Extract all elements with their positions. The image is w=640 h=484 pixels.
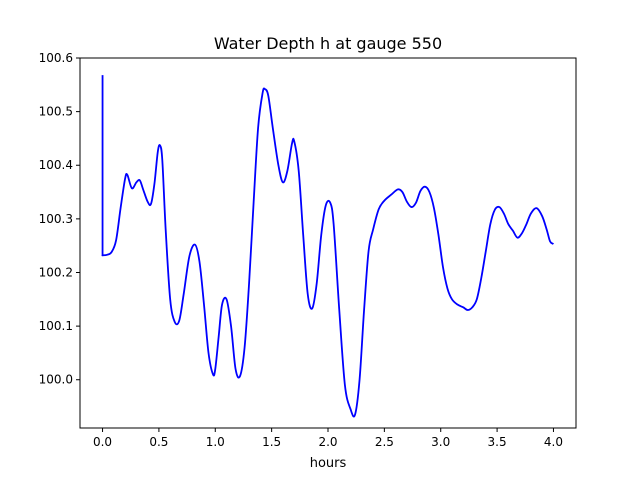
data-series-line-0: [101, 75, 555, 418]
y-tick-label: 100.5: [39, 105, 73, 119]
x-tick-label: 0.0: [93, 435, 112, 449]
y-tick-label: 100.6: [39, 51, 73, 65]
plot-frame: [79, 57, 577, 429]
x-axis-label: hours: [310, 456, 347, 471]
x-tick-label: 4.0: [544, 435, 563, 449]
x-tick-label: 3.0: [431, 435, 450, 449]
y-tick-label: 100.1: [39, 319, 73, 333]
x-tick-label: 1.0: [206, 435, 225, 449]
x-tick-label: 2.5: [375, 435, 394, 449]
x-tick-label: 3.5: [488, 435, 507, 449]
x-tick-label: 0.5: [149, 435, 168, 449]
y-tick-label: 100.2: [39, 265, 73, 279]
y-axis: 100.0 100.1 100.2 100.3 100.4 100.5 100.6: [39, 51, 80, 387]
y-tick-label: 100.3: [39, 212, 73, 226]
plot-content: [101, 75, 555, 418]
x-axis: 0.0 0.5 1.0 1.5 2.0 2.5 3.0 3.5 4.0: [93, 428, 563, 449]
y-tick-label: 100.4: [39, 158, 73, 172]
x-tick-label: 2.0: [318, 435, 337, 449]
chart-title: Water Depth h at gauge 550: [214, 34, 442, 53]
y-tick-label: 100.0: [39, 373, 73, 387]
x-tick-label: 1.5: [262, 435, 281, 449]
